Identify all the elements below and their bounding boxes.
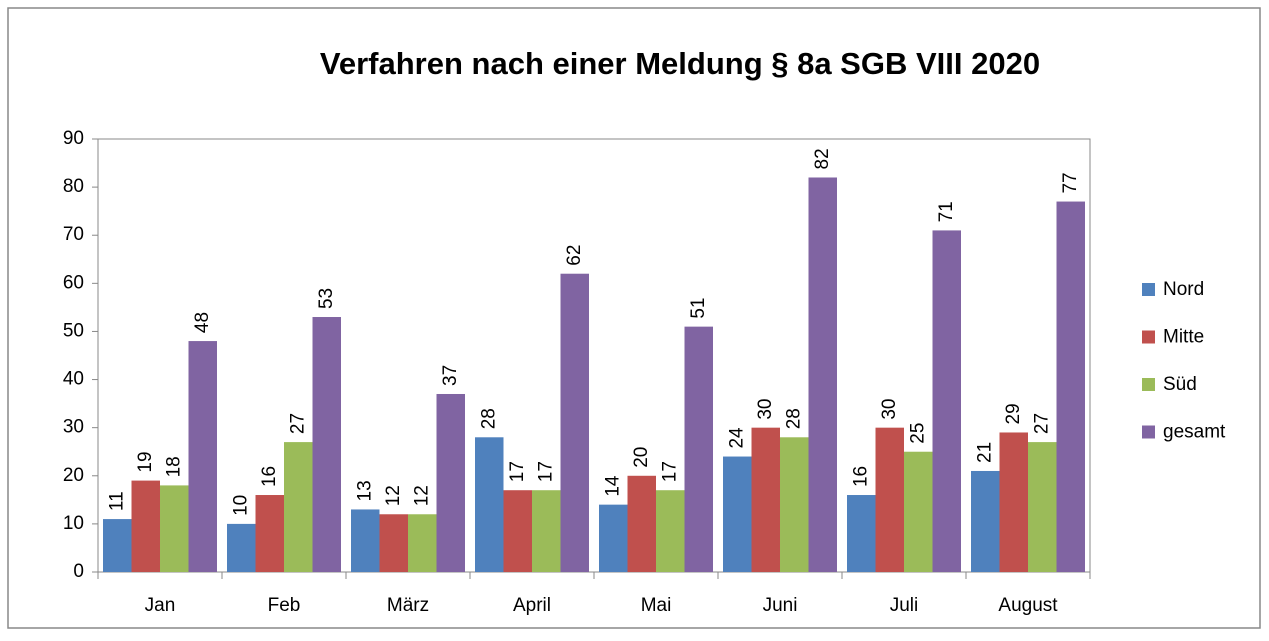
data-label: 28 xyxy=(783,408,804,429)
data-label: 10 xyxy=(230,495,251,516)
data-label: 17 xyxy=(535,461,556,482)
bar xyxy=(103,519,132,572)
data-label: 13 xyxy=(354,480,375,501)
legend-label: Süd xyxy=(1163,374,1197,395)
bar xyxy=(351,509,380,572)
data-label: 29 xyxy=(1003,403,1024,424)
bar xyxy=(627,475,656,572)
data-label: 17 xyxy=(507,461,528,482)
bar xyxy=(188,341,217,572)
data-label: 16 xyxy=(259,466,280,487)
data-label: 37 xyxy=(440,365,461,386)
data-label: 53 xyxy=(316,288,337,309)
bar xyxy=(131,480,160,572)
bar xyxy=(875,427,904,572)
data-label: 24 xyxy=(726,427,747,449)
bar xyxy=(436,393,465,572)
bar xyxy=(932,230,961,572)
bar xyxy=(971,470,1000,572)
data-label: 48 xyxy=(192,312,213,333)
x-tick-label: Mai xyxy=(641,595,672,616)
y-tick-label: 80 xyxy=(63,176,84,197)
data-label: 27 xyxy=(287,413,308,434)
bar xyxy=(379,514,408,572)
data-label: 12 xyxy=(411,485,432,506)
bar xyxy=(751,427,780,572)
y-tick-label: 90 xyxy=(63,128,84,149)
bar xyxy=(808,177,837,572)
legend-label: Nord xyxy=(1163,279,1204,300)
data-label: 17 xyxy=(659,461,680,482)
y-tick-label: 50 xyxy=(63,320,84,341)
bar xyxy=(475,437,504,572)
bar xyxy=(904,451,933,572)
y-tick-label: 0 xyxy=(73,561,84,582)
bar xyxy=(255,495,284,572)
y-tick-label: 30 xyxy=(63,417,84,438)
legend-swatch xyxy=(1142,425,1155,439)
y-tick-label: 20 xyxy=(63,465,84,486)
bar xyxy=(684,326,713,572)
data-label: 77 xyxy=(1060,172,1081,193)
data-label: 28 xyxy=(478,408,499,429)
data-label: 71 xyxy=(936,201,957,222)
bar xyxy=(599,504,628,572)
y-tick-label: 60 xyxy=(63,272,84,293)
chart-title: Verfahren nach einer Meldung § 8a SGB VI… xyxy=(320,46,1040,81)
x-tick-label: Feb xyxy=(268,595,301,616)
data-label: 16 xyxy=(850,466,871,487)
bar xyxy=(408,514,437,572)
data-label: 18 xyxy=(163,456,184,477)
x-tick-label: Juli xyxy=(890,595,919,616)
bar xyxy=(227,523,256,572)
data-label: 25 xyxy=(907,423,928,444)
data-label: 11 xyxy=(106,491,127,511)
bar xyxy=(999,432,1028,572)
data-label: 27 xyxy=(1031,413,1052,434)
data-label: 30 xyxy=(755,399,776,420)
y-tick-label: 10 xyxy=(63,513,84,534)
y-tick-label: 40 xyxy=(63,369,84,390)
bar xyxy=(312,317,341,572)
data-label: 14 xyxy=(602,475,623,497)
data-label: 30 xyxy=(879,399,900,420)
legend-swatch xyxy=(1142,283,1155,296)
legend-swatch xyxy=(1142,330,1155,344)
bar xyxy=(284,442,313,572)
bar xyxy=(723,456,752,572)
bar xyxy=(847,495,876,572)
bar xyxy=(503,490,532,572)
bar xyxy=(532,490,561,572)
bar xyxy=(656,490,685,572)
data-label: 21 xyxy=(974,442,995,463)
bar xyxy=(160,485,189,572)
x-tick-label: Jan xyxy=(145,595,176,616)
legend-label: Mitte xyxy=(1163,327,1204,348)
y-tick-label: 70 xyxy=(63,224,84,245)
data-label: 62 xyxy=(564,245,585,266)
data-label: 51 xyxy=(688,297,709,318)
data-label: 82 xyxy=(812,148,833,169)
legend-label: gesamt xyxy=(1163,422,1226,443)
x-tick-label: Juni xyxy=(763,595,798,616)
bar xyxy=(1056,201,1085,573)
bar xyxy=(1028,442,1057,572)
x-tick-label: März xyxy=(387,595,429,616)
x-tick-label: April xyxy=(513,595,551,616)
legend-swatch xyxy=(1142,378,1155,391)
x-tick-label: August xyxy=(998,595,1058,616)
data-label: 12 xyxy=(383,485,404,506)
data-label: 20 xyxy=(631,447,652,468)
bar xyxy=(560,273,589,572)
data-label: 19 xyxy=(135,451,156,472)
bar xyxy=(780,437,809,572)
